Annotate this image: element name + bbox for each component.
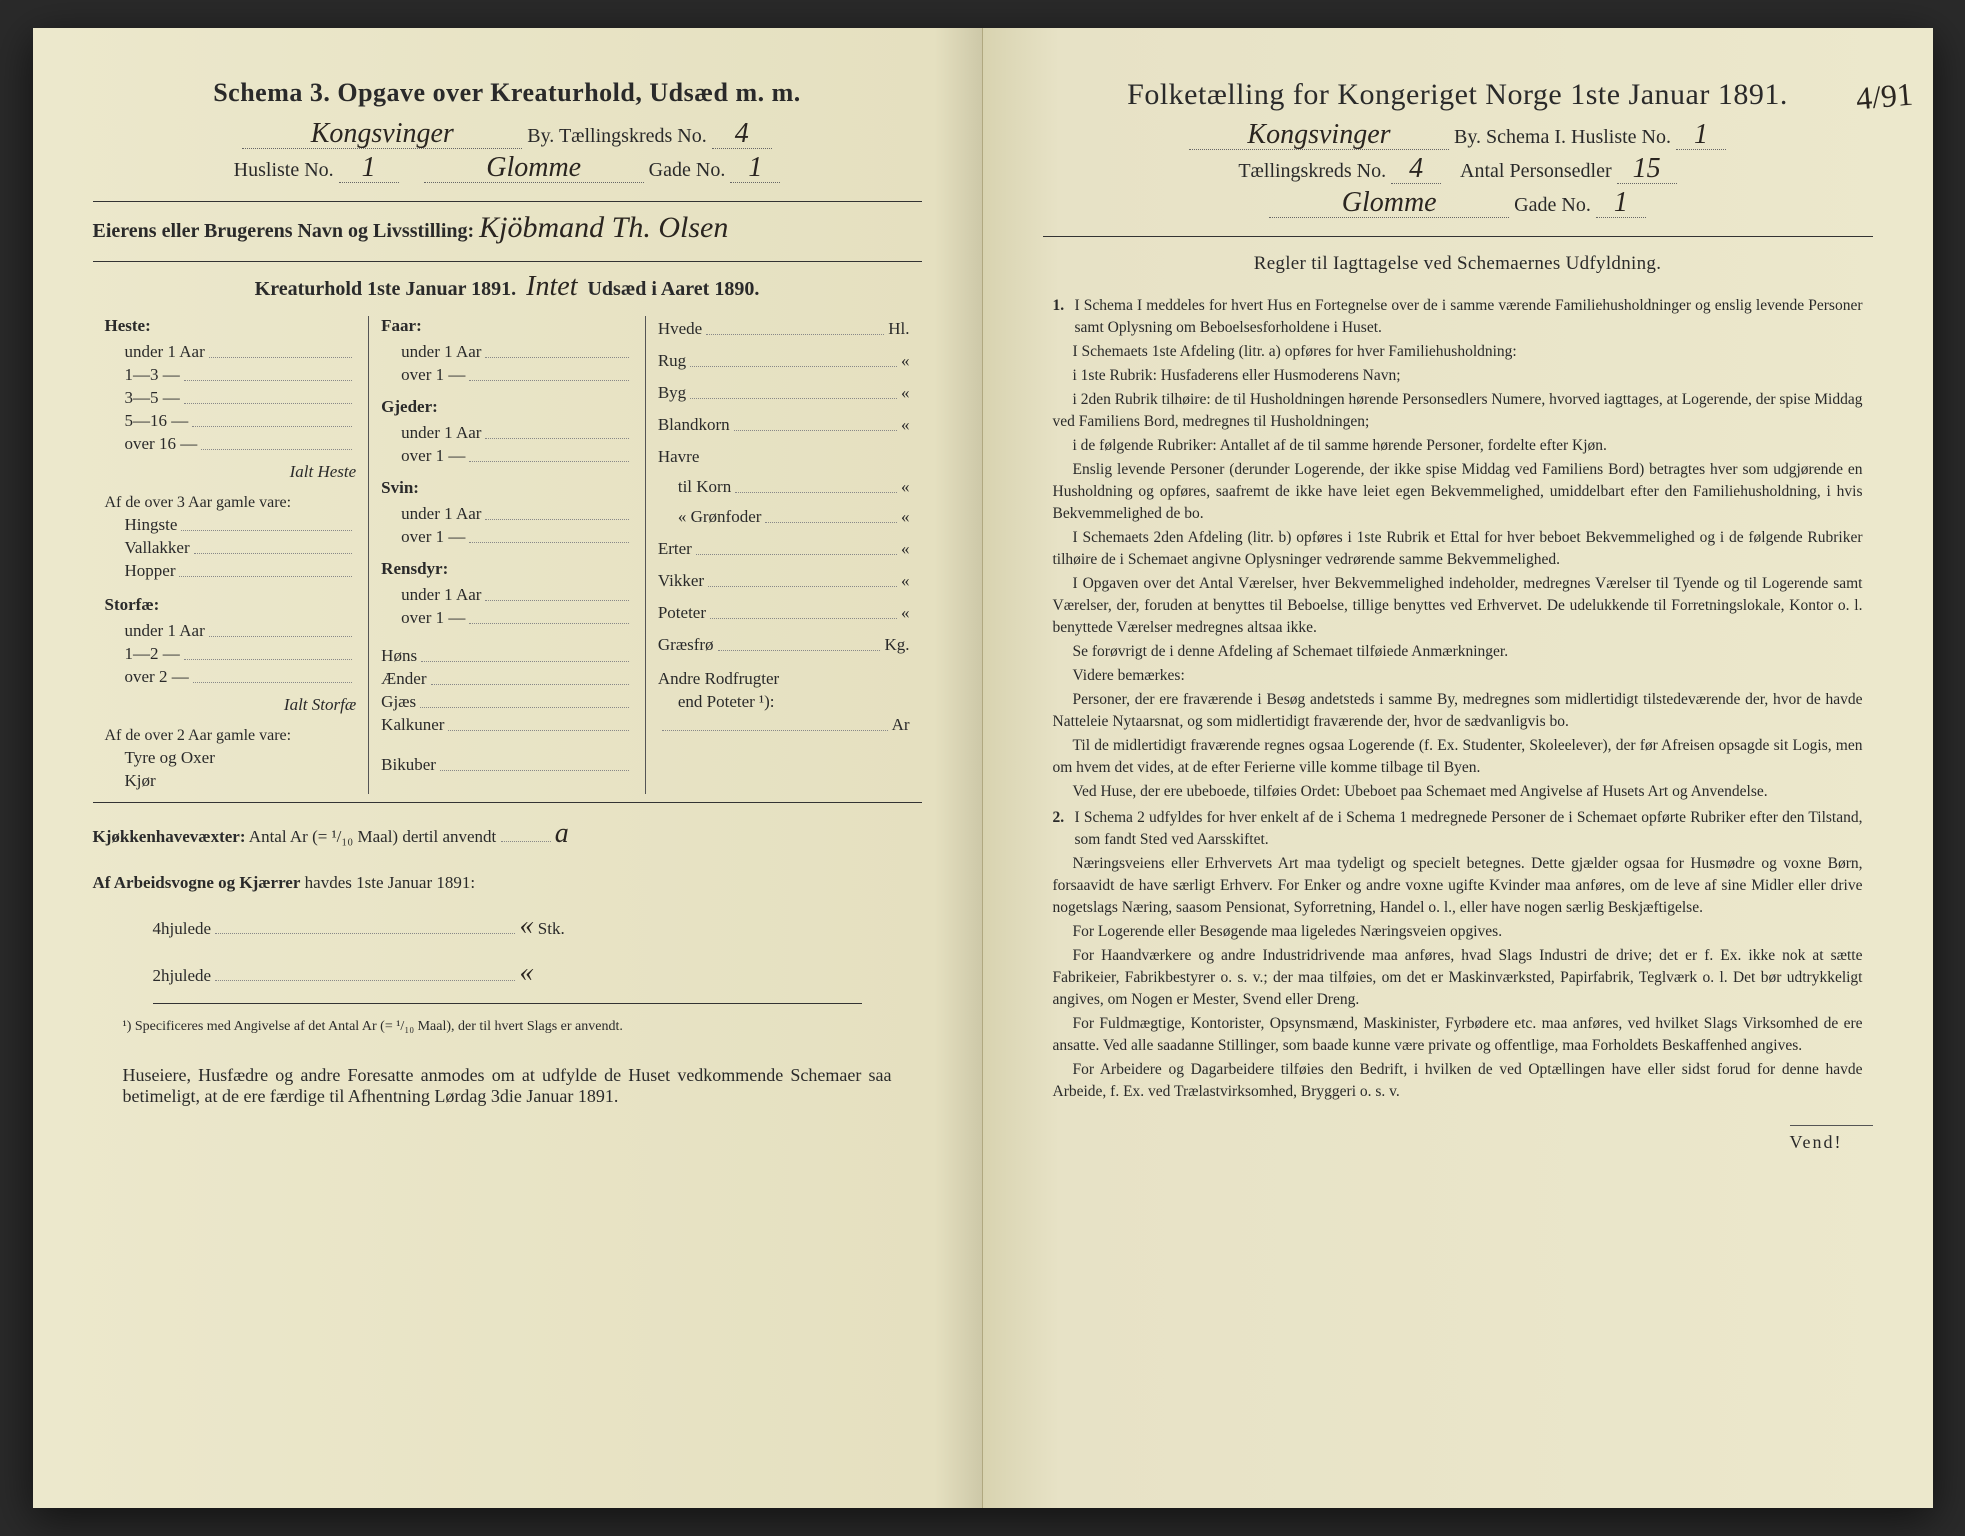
right-title: Folketælling for Kongeriget Norge 1ste J… [1043,78,1873,112]
col-3: HvedeHl. Rug« Byg« Blandkorn« Havre til … [646,316,922,794]
schema-title: Schema 3. Opgave over Kreaturhold, Udsæd… [93,78,922,108]
r-city-line: Kongsvinger By. Schema I. Husliste No. 1 [1043,124,1873,150]
right-page: 4/91 Folketælling for Kongeriget Norge 1… [983,28,1933,1508]
owner-hand: Kjöbmand Th. Olsen [479,216,728,240]
data-columns: Heste: under 1 Aar 1—3 — 3—5 — 5—16 — ov… [93,316,922,794]
left-header: Schema 3. Opgave over Kreaturhold, Udsæd… [93,78,922,108]
heste-heading: Heste: [105,316,357,336]
city-line: Kongsvinger By. Tællingskreds No. 4 [93,123,922,149]
gade-label: Gade No. [649,159,726,181]
kreds-no: 4 [735,123,749,145]
husliste-line: Husliste No. 1 Glomme Gade No. 1 [93,157,922,183]
rules-title: Regler til Iagttagelse ved Schemaernes U… [1043,253,1873,275]
footnote: ¹) Specificeres med Angivelse af det Ant… [93,1019,922,1035]
r-gade-line: Glomme Gade No. 1 [1043,192,1873,218]
vend-label: Vend! [1790,1125,1873,1153]
gade-no: 1 [748,157,762,179]
gade-hand: Glomme [486,157,581,179]
hjul4-line: 4hjulede « Stk. [93,915,922,942]
document-spread: Schema 3. Opgave over Kreaturhold, Udsæd… [33,28,1933,1508]
owner-label: Eierens eller Brugerens Navn og Livsstil… [93,220,475,242]
husliste-label: Husliste No. [234,159,334,181]
city-handwriting: Kongsvinger [311,123,454,145]
kreatur-hand: Intet [526,276,577,298]
husliste-no: 1 [362,157,376,179]
left-page: Schema 3. Opgave over Kreaturhold, Udsæd… [33,28,983,1508]
final-note: Huseiere, Husfædre og andre Foresatte an… [93,1065,922,1107]
by-label: By. Tællingskreds No. [527,125,706,147]
rules-body: 1.I Schema I meddeles for hvert Hus en F… [1043,295,1873,1103]
kjokken-line: Kjøkkenhavevæxter: Antal Ar (= ¹/₁₀ Maal… [93,823,922,850]
kreatur-label: Kreaturhold 1ste Januar 1891. [255,278,517,300]
margin-note: 4/91 [1854,76,1914,118]
udsaed-label: Udsæd i Aaret 1890. [587,278,759,300]
r-kreds-line: Tællingskreds No. 4 Antal Personsedler 1… [1043,158,1873,184]
arbeid-line: Af Arbeidsvogne og Kjærrer havdes 1ste J… [93,870,922,896]
owner-line: Eierens eller Brugerens Navn og Livsstil… [93,216,922,243]
hjul2-line: 2hjulede « [93,962,922,989]
col-1: Heste: under 1 Aar 1—3 — 3—5 — 5—16 — ov… [93,316,370,794]
kreatur-line: Kreaturhold 1ste Januar 1891. Intet Udsæ… [93,276,922,301]
col-2: Faar: under 1 Aar over 1 — Gjeder: under… [369,316,646,794]
